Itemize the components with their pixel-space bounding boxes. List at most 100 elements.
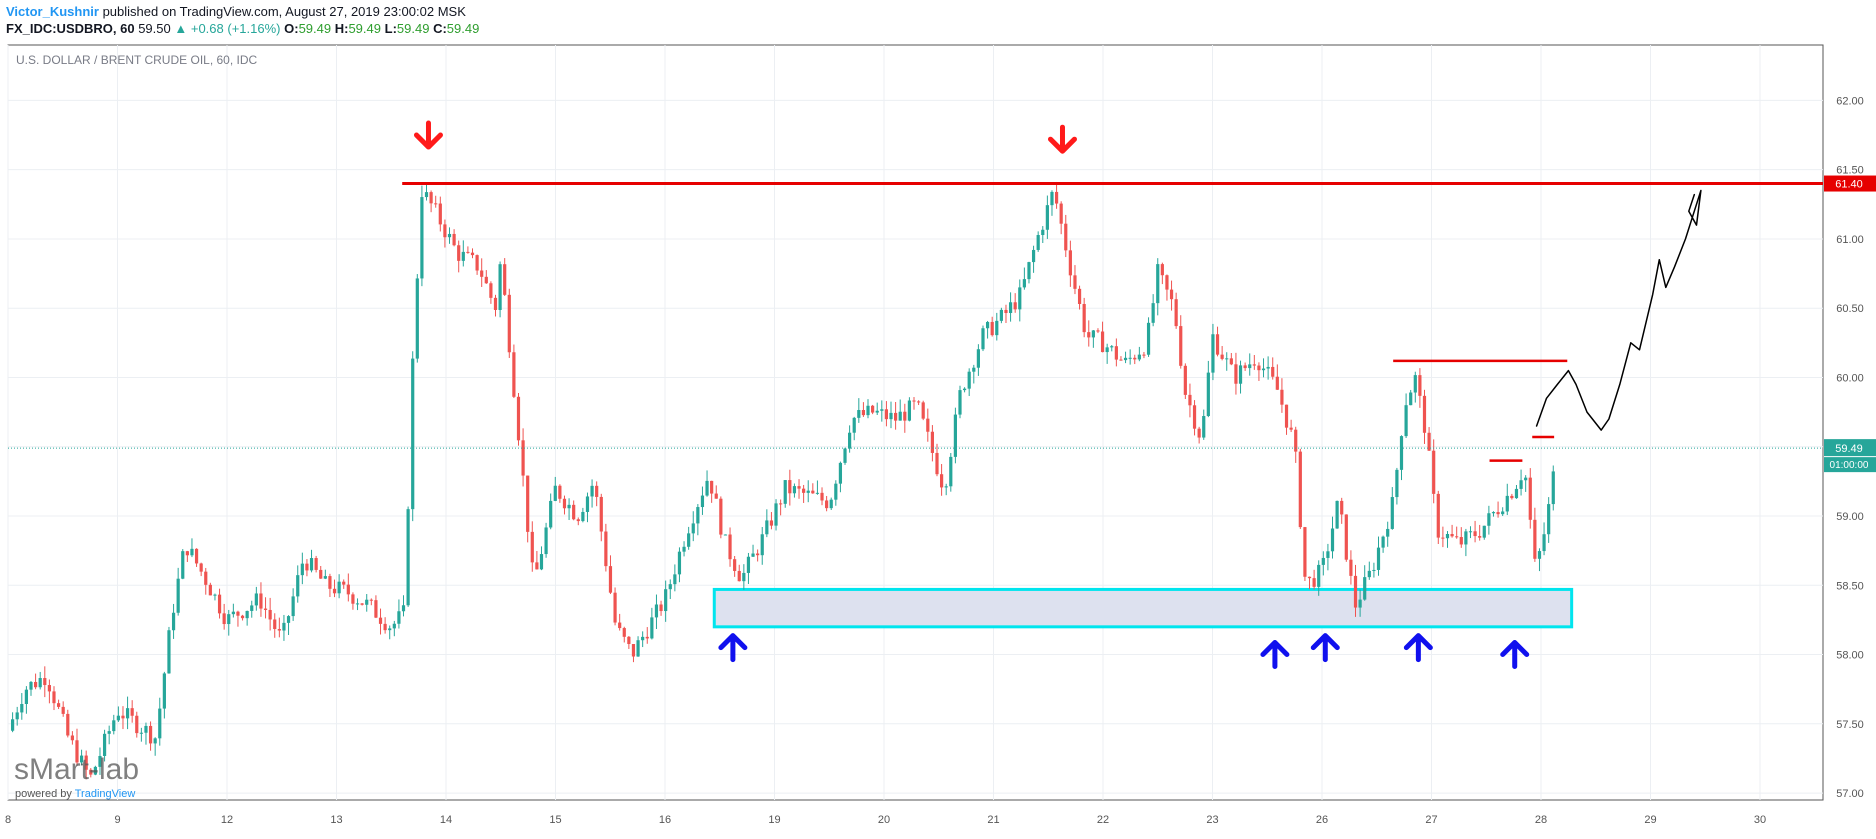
candle-body xyxy=(1344,514,1348,560)
candle-body xyxy=(1188,394,1192,406)
candle-body xyxy=(176,578,180,613)
candle-body xyxy=(360,603,364,605)
candle-body xyxy=(760,534,764,556)
candle-body xyxy=(935,452,939,475)
candle-body xyxy=(1528,477,1532,520)
candle-body xyxy=(613,592,617,623)
candle-body xyxy=(1496,512,1500,515)
price-tick-label: 57.50 xyxy=(1836,719,1864,731)
pane-frame xyxy=(7,44,1824,801)
candle-body xyxy=(728,534,732,560)
candle-body xyxy=(875,410,879,413)
candle-body xyxy=(240,615,245,619)
candle-body xyxy=(148,725,153,744)
candle-body xyxy=(1390,497,1394,529)
candle-body xyxy=(489,283,493,298)
candle-body xyxy=(434,203,438,205)
candle-body xyxy=(581,511,585,522)
candle-body xyxy=(1206,372,1210,417)
candle-body xyxy=(383,623,387,631)
candle-body xyxy=(314,558,318,570)
candle-body xyxy=(1317,564,1321,587)
candle-body xyxy=(1298,451,1302,528)
candle-body xyxy=(691,523,695,534)
candle-body xyxy=(553,485,557,501)
candle-body xyxy=(976,349,980,368)
candle-body xyxy=(245,610,249,619)
candle-body xyxy=(595,485,599,497)
candle-body xyxy=(319,569,323,579)
author-link[interactable]: Victor_Kushnir xyxy=(6,4,99,19)
candle-body xyxy=(1248,364,1252,369)
symbol-name: FX_IDC:USDBRO, 60 xyxy=(6,21,135,36)
candle-body xyxy=(1110,346,1114,348)
candle-body xyxy=(926,418,930,432)
candle-body xyxy=(1169,289,1174,300)
candle-body xyxy=(121,715,125,719)
candle-body xyxy=(222,613,226,625)
time-axis[interactable]: 8 9 12 13 14 15 16 19 20 21 22 23 26 27 28 29 30 xyxy=(5,814,1766,826)
candle-body xyxy=(89,769,93,775)
candle-body xyxy=(1464,531,1468,545)
chart-title: U.S. DOLLAR / BRENT CRUDE OIL, 60, IDC xyxy=(16,53,258,67)
candle-body xyxy=(1142,354,1146,356)
candle-body xyxy=(1514,488,1519,499)
candle-body xyxy=(401,605,406,612)
candle-body xyxy=(1482,525,1486,538)
candle-body xyxy=(125,708,130,719)
candle-body xyxy=(526,475,530,532)
candle-body xyxy=(820,492,824,501)
high-value: 59.49 xyxy=(348,21,381,36)
time-tick-label: 27 xyxy=(1425,814,1437,826)
candle-body xyxy=(1487,513,1491,526)
candle-body xyxy=(392,623,396,629)
candle-body xyxy=(659,604,663,612)
candle-body xyxy=(1284,404,1289,428)
time-tick-label: 14 xyxy=(440,814,452,826)
candle-body xyxy=(1133,357,1137,360)
candle-body xyxy=(1335,500,1339,529)
candle-body xyxy=(1551,471,1555,505)
candle-body xyxy=(1307,576,1312,579)
candle-body xyxy=(1409,392,1413,406)
candle-body xyxy=(880,409,884,411)
candle-body xyxy=(544,527,548,555)
candle-body xyxy=(539,554,544,570)
candle-body xyxy=(1165,275,1169,290)
candle-body xyxy=(116,715,120,721)
candle-body xyxy=(323,576,327,579)
candle-body xyxy=(1441,537,1445,539)
candle-body xyxy=(38,678,42,688)
price-tick-label: 62.00 xyxy=(1836,95,1864,107)
candle-body xyxy=(204,571,208,585)
countdown-tag xyxy=(1824,457,1876,473)
candle-body xyxy=(999,309,1003,321)
candle-body xyxy=(1542,534,1546,552)
candle-body xyxy=(158,708,162,739)
candle-body xyxy=(512,352,516,397)
candle-body xyxy=(1450,533,1454,537)
candle-body xyxy=(1151,303,1155,323)
blue-up-arrow xyxy=(1260,640,1290,670)
candle-body xyxy=(43,678,47,686)
candle-body xyxy=(562,498,567,509)
candle-body xyxy=(47,685,51,692)
published-info: published on TradingView.com, August 27,… xyxy=(102,4,466,19)
candle-body xyxy=(1004,309,1008,314)
price-axis[interactable]: 57.0057.5058.0058.5059.0059.5060.0060.50… xyxy=(1824,95,1876,800)
candle-body xyxy=(429,192,433,204)
candles xyxy=(10,181,1555,780)
candle-body xyxy=(719,498,723,535)
candle-body xyxy=(1091,330,1095,338)
candle-body xyxy=(631,644,636,657)
candle-body xyxy=(962,388,967,391)
candle-body xyxy=(939,474,944,488)
candle-body xyxy=(351,594,355,604)
candle-body xyxy=(530,531,534,563)
blue-up-arrow xyxy=(1403,633,1433,663)
price-tick-label: 58.50 xyxy=(1836,580,1864,592)
candle-body xyxy=(144,725,148,733)
open-value: 59.49 xyxy=(298,21,332,36)
candle-body xyxy=(1179,326,1183,366)
